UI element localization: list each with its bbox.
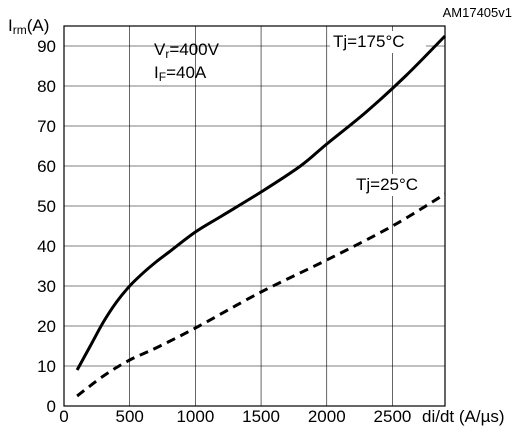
- condition-if-main: I: [154, 63, 159, 82]
- y-tick-label: 50: [37, 197, 56, 216]
- y-axis-label-sub: rm: [13, 23, 27, 37]
- y-tick-label: 60: [37, 157, 56, 176]
- y-tick-label: 20: [37, 317, 56, 336]
- y-axis-label-unit: (A): [27, 16, 50, 35]
- series-label-bg-175: [330, 31, 426, 53]
- x-tick-label: 1000: [176, 407, 214, 426]
- series-line-tj175: [75, 34, 447, 371]
- y-tick-labels: 0 10 20 30 40 50 60 70 80 90: [37, 37, 56, 416]
- y-tick-label: 80: [37, 77, 56, 96]
- x-tick-label: 0: [59, 407, 68, 426]
- y-tick-label: 30: [37, 277, 56, 296]
- series-label-bg-25: [352, 174, 440, 196]
- x-tick-labels: 0 500 1000 1500 2000 2500: [59, 407, 411, 426]
- x-tick-label: 2500: [374, 407, 412, 426]
- series-line-tj25: [76, 192, 446, 398]
- y-tick-label: 90: [37, 37, 56, 56]
- condition-if: IF=40A: [154, 63, 207, 84]
- y-axis-label: Irm(A): [8, 16, 49, 37]
- y-tick-label: 70: [37, 117, 56, 136]
- x-tick-label: 1500: [242, 407, 280, 426]
- x-tick-label: 500: [116, 407, 144, 426]
- y-tick-label: 0: [47, 397, 56, 416]
- y-axis-label-main: I: [8, 16, 13, 35]
- y-tick-label: 40: [37, 237, 56, 256]
- condition-vr-sub: r: [165, 47, 169, 61]
- plot-frame: [63, 25, 446, 407]
- condition-vr-value: =400V: [169, 40, 219, 59]
- series-label-175c: Tj=175°C: [333, 32, 405, 51]
- condition-if-value: =40A: [166, 63, 207, 82]
- condition-vr: Vr=400V: [154, 40, 220, 61]
- x-axis-label: di/dt (A/µs): [422, 407, 505, 426]
- x-tick-label: 2000: [308, 407, 346, 426]
- condition-vr-main: V: [154, 40, 166, 59]
- series-group: [75, 34, 447, 398]
- series-label-25c: Tj=25°C: [356, 175, 418, 194]
- grid-lines: [64, 26, 445, 406]
- condition-if-sub: F: [159, 70, 166, 84]
- y-tick-label: 10: [37, 357, 56, 376]
- figure-reference: AM17405v1: [443, 5, 512, 20]
